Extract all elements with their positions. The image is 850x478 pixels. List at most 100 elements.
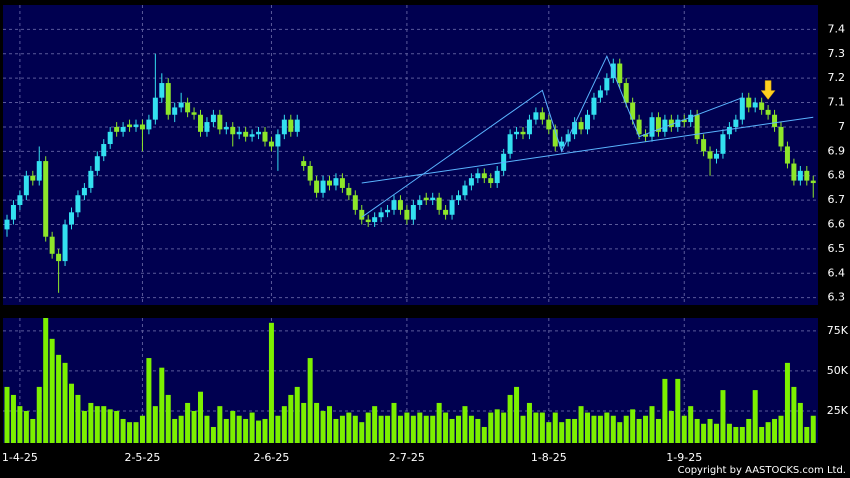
candle-body [810, 180, 816, 184]
candle-body [249, 134, 255, 137]
volume-bar [810, 415, 816, 443]
volume-bar [417, 412, 423, 443]
volume-bar [488, 412, 494, 443]
x-tick-label: 1-4-25 [2, 451, 38, 464]
volume-bar [430, 415, 436, 443]
volume-bar [681, 415, 687, 443]
y-tick-label: 7.2 [828, 71, 846, 84]
candle-body [494, 170, 500, 184]
volume-bar [127, 422, 133, 443]
volume-bar [443, 412, 449, 443]
volume-bar [630, 409, 636, 443]
candle-body [191, 112, 197, 115]
volume-bar [591, 415, 597, 443]
volume-bar [30, 418, 36, 443]
candle-body [404, 209, 410, 220]
volume-bar [17, 406, 23, 443]
volume-bar [714, 423, 719, 443]
volume-bar [165, 394, 171, 443]
candle-body [552, 129, 558, 147]
candle-body [69, 212, 74, 225]
candle-body [630, 102, 636, 120]
candle-body [56, 253, 62, 262]
trendline [361, 116, 814, 184]
volume-bar [352, 415, 358, 443]
y-tick-label: 75K [827, 324, 849, 337]
candle-body [533, 112, 539, 120]
volume-bar [75, 394, 81, 443]
volume-bar [346, 412, 352, 443]
volume-bar [152, 406, 158, 443]
candle-body [720, 134, 726, 154]
volume-bar [391, 402, 397, 443]
candle-body [417, 200, 423, 205]
candle-body [585, 114, 590, 130]
volume-bar [133, 422, 139, 443]
volume-bar [236, 415, 242, 443]
candle-body [281, 119, 287, 135]
volume-bar [198, 391, 203, 443]
volume-bar [552, 412, 558, 443]
volume-bar [636, 418, 642, 443]
volume-bar [791, 386, 797, 443]
volume-bar [339, 415, 345, 443]
volume-bar [559, 422, 565, 443]
y-tick-label: 6.5 [828, 242, 846, 255]
candle-body [668, 119, 674, 127]
candle-body [101, 144, 107, 157]
volume-bar [243, 418, 249, 443]
candle-body [333, 178, 339, 186]
volume-bar [301, 402, 307, 443]
volume-bar [49, 338, 55, 443]
y-tick-label: 50K [827, 364, 849, 377]
volume-bar [204, 415, 210, 443]
volume-bar [546, 422, 552, 443]
candle-body [30, 175, 36, 181]
candle-body [707, 151, 713, 159]
volume-bar [307, 358, 313, 443]
volume-bar [643, 415, 649, 443]
volume-bar [385, 415, 391, 443]
candle-body [288, 119, 294, 132]
candle-body [617, 63, 623, 84]
volume-bar [597, 415, 603, 443]
volume-bar [520, 415, 526, 443]
volume-bar [120, 418, 126, 443]
candle-body [797, 170, 803, 181]
volume-bar [178, 415, 184, 443]
candle-body [230, 126, 236, 135]
candle-body [578, 122, 584, 130]
candle-body [198, 114, 203, 132]
candle-body [307, 165, 313, 181]
volume-bar [456, 415, 461, 443]
volume-bar [159, 367, 165, 443]
candle-body [688, 114, 694, 123]
volume-bar [772, 418, 778, 443]
x-tick-label: 2-6-25 [253, 451, 289, 464]
volume-bar [56, 354, 62, 443]
candle-body [236, 131, 242, 135]
candle-body [456, 195, 461, 201]
x-tick-label: 1-8-25 [531, 451, 567, 464]
candle-body [701, 139, 707, 152]
volume-bar [223, 418, 229, 443]
candle-body [778, 126, 784, 147]
candle-body [210, 114, 216, 123]
y-tick-label: 6.6 [828, 218, 846, 231]
candle-body [81, 187, 87, 196]
candle-body [385, 209, 391, 213]
candle-body [423, 197, 429, 201]
candle-body [514, 131, 520, 135]
candle-body [262, 131, 268, 142]
volume-bar [668, 410, 674, 443]
y-tick-label: 7 [838, 120, 845, 133]
candle-body [23, 175, 29, 196]
candle-body [526, 119, 532, 135]
candle-body [443, 209, 449, 215]
volume-bar [675, 378, 681, 443]
y-tick-label: 6.7 [828, 193, 846, 206]
candle-body [165, 83, 171, 115]
volume-bar [262, 418, 268, 443]
volume-bar [733, 426, 739, 443]
volume-bar [191, 410, 197, 443]
